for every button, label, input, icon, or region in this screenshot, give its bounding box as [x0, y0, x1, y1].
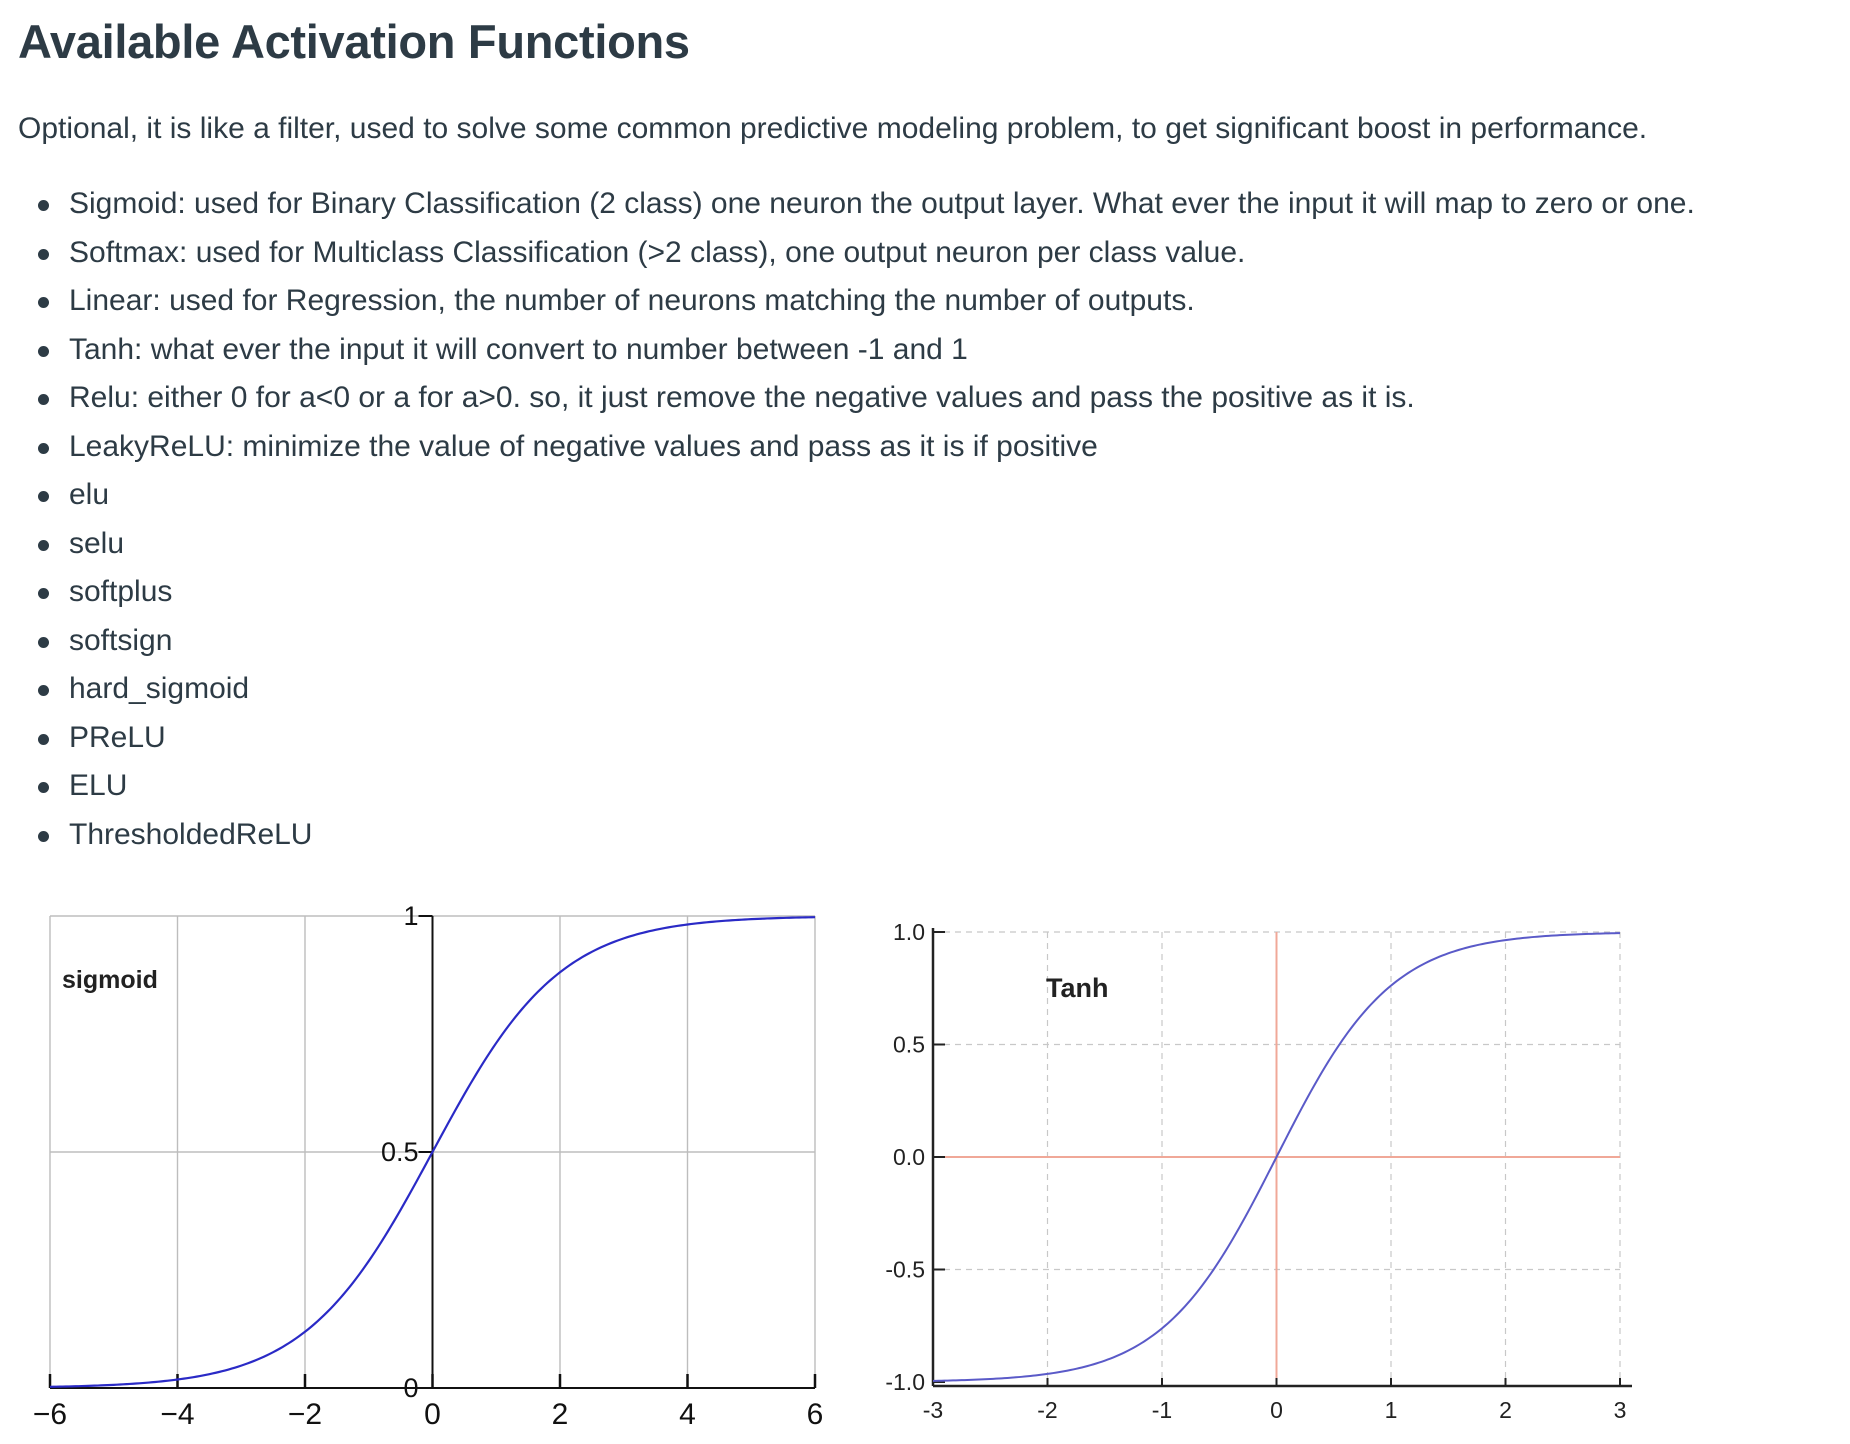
list-item: hard_sigmoid — [0, 665, 1695, 714]
sigmoid-chart: −6 −4 −2 0 2 4 6 0 0.5 1 sigmoid — [33, 901, 823, 1431]
sigmoid-series-line — [49, 916, 816, 1388]
list-item: ELU — [0, 762, 1695, 811]
x-tick-label: 0 — [1270, 1397, 1283, 1423]
list-item: PReLU — [0, 714, 1695, 763]
list-item: elu — [0, 471, 1695, 520]
x-tick-label: 3 — [1614, 1397, 1627, 1423]
y-tick-label: -0.5 — [885, 1257, 925, 1283]
list-item: Sigmoid: used for Binary Classification … — [0, 180, 1695, 229]
x-tick-label: 0 — [424, 1398, 441, 1431]
x-tick-label: −2 — [288, 1398, 322, 1431]
y-tick-label: 0.5 — [381, 1137, 419, 1167]
x-tick-label: 2 — [1499, 1397, 1512, 1423]
list-item: softplus — [0, 568, 1695, 617]
y-tick-label: -1.0 — [885, 1369, 925, 1395]
y-tick-label: 0 — [403, 1373, 418, 1403]
x-tick-label: −6 — [33, 1398, 67, 1431]
intro-paragraph: Optional, it is like a filter, used to s… — [18, 112, 1648, 145]
x-tick-label: 4 — [679, 1398, 696, 1431]
y-tick-label: 0.0 — [893, 1144, 925, 1170]
list-item: Linear: used for Regression, the number … — [0, 277, 1695, 326]
tanh-ticks: -3 -2 -1 0 1 2 3 -1.0 -0.5 0.0 0.5 1.0 — [885, 919, 1626, 1423]
x-tick-label: −4 — [160, 1398, 194, 1431]
activation-list: Sigmoid: used for Binary Classification … — [0, 180, 1695, 859]
x-tick-label: 6 — [807, 1398, 824, 1431]
list-item: Tanh: what ever the input it will conver… — [0, 326, 1695, 375]
tanh-chart: -3 -2 -1 0 1 2 3 -1.0 -0.5 0.0 0.5 1.0 Tanh — [885, 919, 1632, 1423]
x-tick-label: -3 — [923, 1397, 943, 1423]
page-title: Available Activation Functions — [18, 15, 690, 68]
x-tick-label: 1 — [1385, 1397, 1398, 1423]
y-tick-label: 1.0 — [893, 919, 925, 945]
list-item: selu — [0, 520, 1695, 569]
x-tick-label: 2 — [552, 1398, 569, 1431]
y-tick-label: 1 — [403, 901, 418, 931]
x-tick-label: -1 — [1152, 1397, 1172, 1423]
tanh-axes — [931, 928, 1632, 1388]
sigmoid-ticks: −6 −4 −2 0 2 4 6 0 0.5 1 — [33, 901, 823, 1431]
tanh-series-line — [932, 932, 1621, 1382]
list-item: Relu: either 0 for a<0 or a for a>0. so,… — [0, 374, 1695, 423]
list-item: softsign — [0, 617, 1695, 666]
tanh-chart-title: Tanh — [1046, 973, 1109, 1003]
list-item: ThresholdedReLU — [0, 811, 1695, 860]
sigmoid-chart-title: sigmoid — [62, 966, 158, 994]
list-item: Softmax: used for Multiclass Classificat… — [0, 229, 1695, 278]
list-item: LeakyReLU: minimize the value of negativ… — [0, 423, 1695, 472]
y-tick-label: 0.5 — [893, 1032, 925, 1058]
x-tick-label: -2 — [1037, 1397, 1057, 1423]
